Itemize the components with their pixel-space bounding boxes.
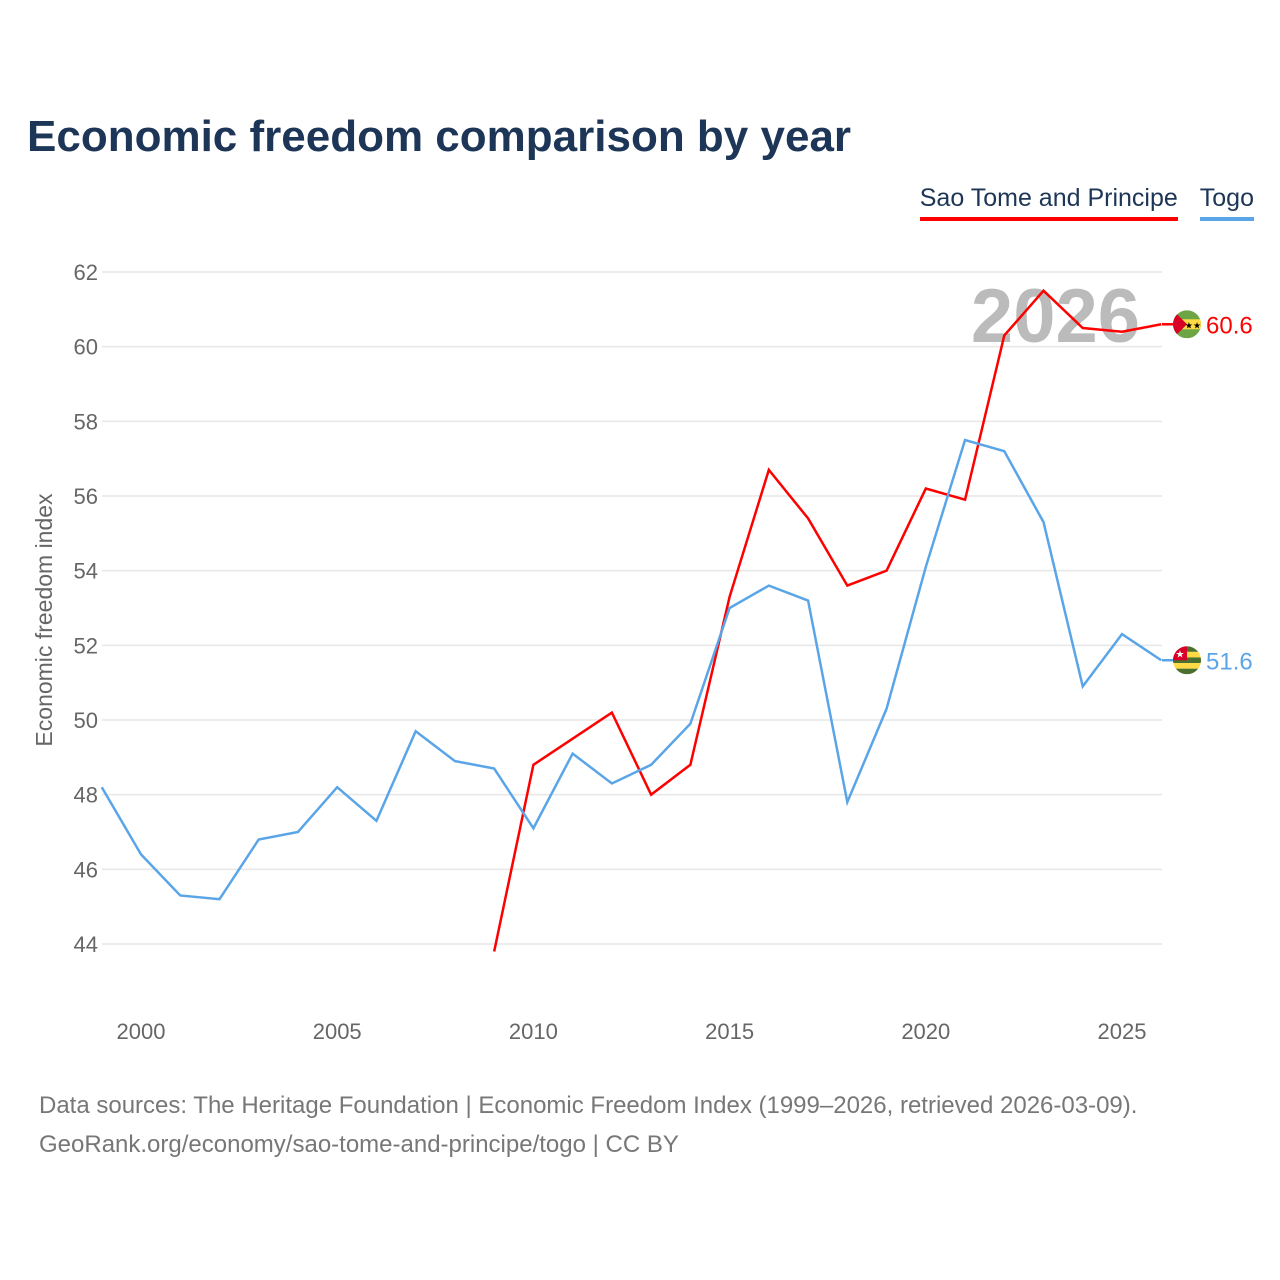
data-point	[1041, 288, 1047, 294]
y-tick-label: 62	[74, 260, 98, 285]
y-axis-label: Economic freedom index	[31, 493, 57, 747]
data-point	[334, 784, 340, 790]
footer: Data sources: The Heritage Foundation | …	[39, 1086, 1137, 1164]
data-point	[923, 564, 929, 570]
data-point	[138, 851, 144, 857]
year-watermark: 2026	[971, 274, 1140, 359]
data-point	[452, 758, 458, 764]
data-point	[1119, 631, 1125, 637]
data-point	[413, 728, 419, 734]
data-point	[884, 568, 890, 574]
data-point	[570, 751, 576, 757]
data-point	[884, 706, 890, 712]
legend-item-togo[interactable]: Togo	[1199, 184, 1254, 221]
data-source-text: Data sources: The Heritage Foundation | …	[39, 1092, 1138, 1119]
y-tick-label: 54	[74, 559, 98, 584]
y-tick-label: 60	[74, 335, 98, 360]
data-point	[570, 736, 576, 742]
y-tick-label: 48	[74, 783, 98, 808]
x-tick-label: 2025	[1098, 1019, 1147, 1044]
data-point	[648, 762, 654, 768]
data-point	[962, 437, 968, 443]
data-point	[766, 467, 772, 473]
data-point	[1041, 519, 1047, 525]
y-tick-label: 58	[74, 409, 98, 434]
x-tick-label: 2000	[117, 1019, 166, 1044]
x-tick-label: 2020	[901, 1019, 950, 1044]
data-point	[962, 497, 968, 503]
data-point	[295, 829, 301, 835]
data-point	[1119, 329, 1125, 335]
data-point	[373, 818, 379, 824]
sao-tome-and-principe-flag-icon: ★★	[1173, 310, 1201, 339]
data-point	[530, 825, 536, 831]
data-point	[805, 598, 811, 604]
data-point	[491, 948, 497, 954]
y-tick-label: 56	[74, 484, 98, 509]
svg-text:★: ★	[1176, 649, 1185, 660]
x-tick-label: 2005	[313, 1019, 362, 1044]
data-point	[687, 721, 693, 727]
legend-item-sao-tome[interactable]: Sao Tome and Principe	[919, 184, 1178, 221]
data-point	[648, 792, 654, 798]
svg-text:★★: ★★	[1185, 320, 1201, 330]
data-point	[687, 762, 693, 768]
data-point	[844, 799, 850, 805]
data-point	[99, 784, 105, 790]
data-point	[177, 892, 183, 898]
data-point	[923, 486, 929, 492]
data-point	[844, 583, 850, 589]
data-point	[491, 766, 497, 772]
data-point	[1080, 683, 1086, 689]
data-point	[530, 762, 536, 768]
chart-title: Economic freedom comparison by year	[27, 112, 852, 161]
y-tick-label: 50	[74, 708, 98, 733]
x-tick-label: 2010	[509, 1019, 558, 1044]
data-point	[1001, 332, 1007, 338]
data-point	[766, 583, 772, 589]
y-tick-label: 52	[74, 633, 98, 658]
series-line-togo	[100, 438, 1162, 901]
data-point	[609, 780, 615, 786]
y-tick-label: 46	[74, 857, 98, 882]
end-value-label: 51.6	[1206, 648, 1253, 675]
source-url-text: GeoRank.org/economy/sao-tome-and-princip…	[39, 1131, 679, 1158]
data-point	[727, 605, 733, 611]
y-tick-label: 44	[74, 932, 98, 957]
data-point	[216, 896, 222, 902]
togo-flag-icon: ★	[1173, 646, 1201, 675]
data-point	[1080, 325, 1086, 331]
data-point	[1001, 448, 1007, 454]
end-value-label: 60.6	[1206, 312, 1253, 339]
data-point	[805, 515, 811, 521]
series-line-sao-tome	[492, 288, 1162, 952]
data-point	[609, 710, 615, 716]
legend: Sao Tome and Principe Togo	[919, 184, 1254, 221]
x-tick-label: 2015	[705, 1019, 754, 1044]
data-point	[727, 594, 733, 600]
data-point	[256, 836, 262, 842]
